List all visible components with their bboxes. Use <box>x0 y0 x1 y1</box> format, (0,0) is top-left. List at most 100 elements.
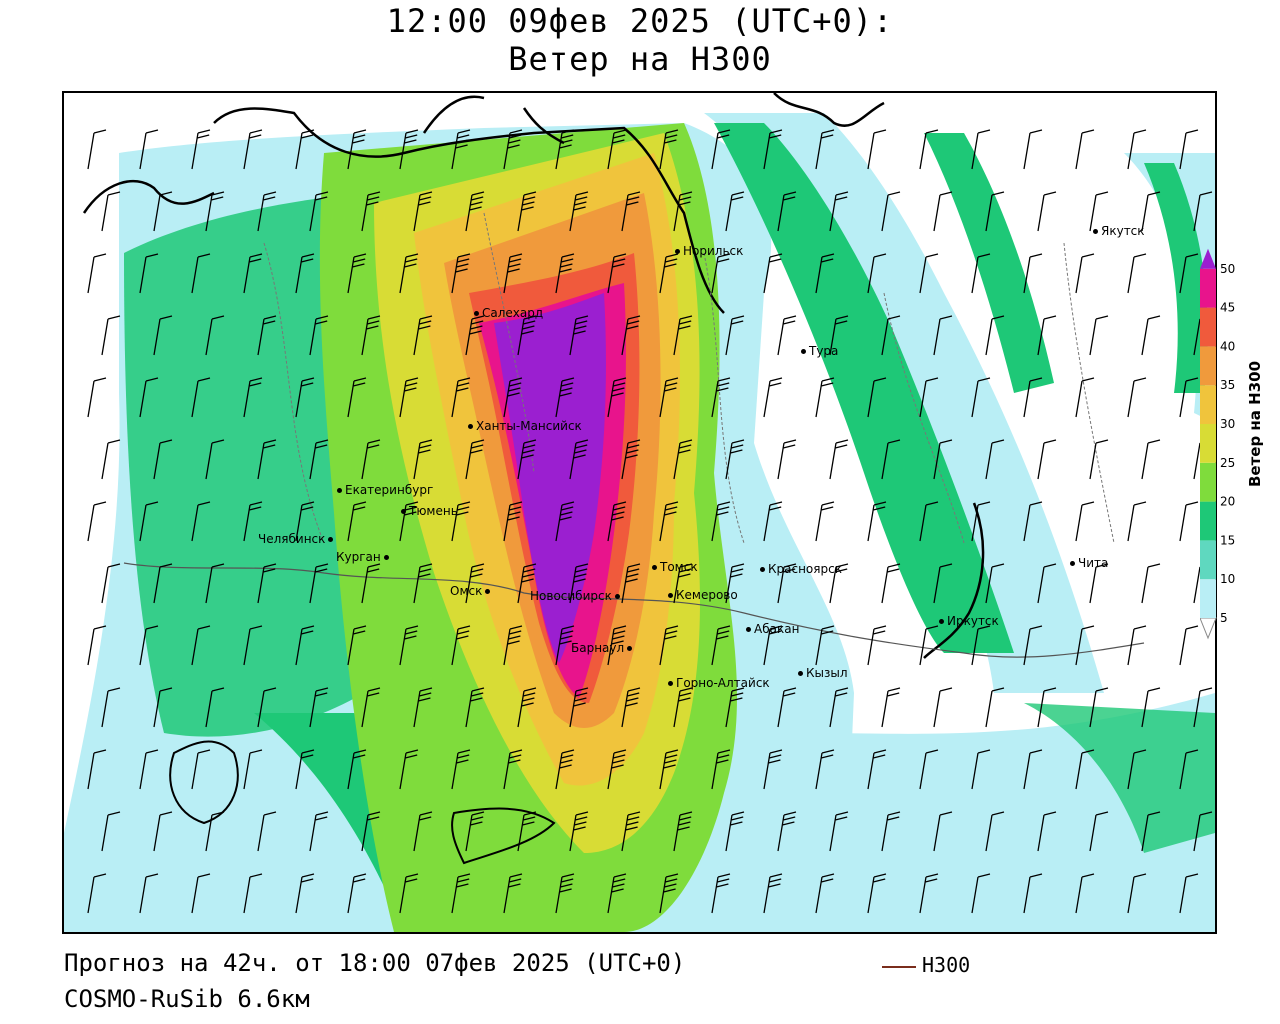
city-marker-icon <box>668 681 673 686</box>
colorbar-swatch <box>1200 268 1216 308</box>
wind-barb-icon <box>1023 377 1043 418</box>
city-norilsk: Норильск <box>675 244 743 258</box>
wind-barb-icon <box>503 625 523 666</box>
wind-barb-icon <box>191 253 211 294</box>
wind-barb-icon <box>87 625 107 666</box>
wind-barb-icon <box>399 253 419 294</box>
wind-barb-icon <box>919 377 939 418</box>
city-label: Абакан <box>754 622 800 636</box>
wind-barb-icon <box>659 501 679 542</box>
city-tyumen: Тюмень <box>401 504 458 518</box>
wind-barb-icon <box>919 253 939 294</box>
wind-barb-icon <box>777 687 797 728</box>
wind-barb-icon <box>87 377 107 418</box>
wind-barb-icon <box>1075 377 1095 418</box>
wind-barb-icon <box>1127 253 1147 294</box>
wind-barb-icon <box>139 749 159 790</box>
wind-barb-icon <box>451 377 471 418</box>
wind-barb-icon <box>763 377 783 418</box>
wind-barb-icon <box>101 563 121 604</box>
wind-barb-icon <box>919 873 939 914</box>
wind-barb-icon <box>503 377 523 418</box>
wind-barb-icon <box>569 563 589 604</box>
city-label: Омск <box>450 584 483 598</box>
wind-barb-icon <box>87 253 107 294</box>
wind-barb-icon <box>191 873 211 914</box>
wind-barb-icon <box>87 501 107 542</box>
wind-barb-icon <box>153 315 173 356</box>
wind-barb-icon <box>1127 501 1147 542</box>
city-omsk: Омск <box>450 584 493 598</box>
wind-barb-icon <box>933 563 953 604</box>
wind-barb-icon <box>725 811 745 852</box>
wind-barb-icon <box>763 253 783 294</box>
city-chelyabinsk: Челябинск <box>258 532 336 546</box>
wind-barb-icon <box>815 129 835 170</box>
wind-barb-icon <box>555 377 575 418</box>
wind-barb-icon <box>867 873 887 914</box>
city-chita: Чита <box>1070 556 1108 570</box>
wind-barb-icon <box>607 377 627 418</box>
city-label: Тура <box>809 344 839 358</box>
wind-barb-icon <box>243 501 263 542</box>
city-kemerovo: Кемерово <box>668 588 738 602</box>
city-marker-icon <box>627 646 633 651</box>
colorbar-scale: 5 10 15 20 25 30 35 40 45 50 Ветер на H300 <box>1199 248 1264 640</box>
wind-barb-icon <box>607 129 627 170</box>
wind-barb-icon <box>413 191 433 232</box>
wind-barb-icon <box>347 749 367 790</box>
wind-barb-icon <box>257 191 277 232</box>
city-marker-icon <box>401 509 406 514</box>
city-marker-icon <box>468 424 473 429</box>
wind-barb-icon <box>985 315 1005 356</box>
wind-barb-icon <box>569 191 589 232</box>
colorbar-swatch <box>1200 346 1216 386</box>
wind-barb-icon <box>607 253 627 294</box>
wind-barb-icon <box>1075 873 1095 914</box>
wind-barb-icon <box>1075 625 1095 666</box>
wind-barb-icon <box>1089 811 1109 852</box>
colorbar-tick-label: 15 <box>1220 533 1235 547</box>
wind-barb-icon <box>1037 439 1057 480</box>
colorbar-tick-label: 35 <box>1220 378 1235 392</box>
wind-barb-icon <box>621 191 641 232</box>
wind-barb-icon <box>517 811 537 852</box>
city-marker-icon <box>668 593 673 598</box>
wind-barb-icon <box>413 315 433 356</box>
wind-barb-icon <box>243 625 263 666</box>
wind-barb-icon <box>919 501 939 542</box>
wind-barb-icon <box>1075 129 1095 170</box>
wind-barb-icon <box>881 315 901 356</box>
wind-barb-icon <box>569 687 589 728</box>
wind-barb-icon <box>1193 687 1213 728</box>
wind-barb-icon <box>1023 129 1043 170</box>
wind-barb-icon <box>621 687 641 728</box>
colorbar-swatch <box>1200 385 1216 424</box>
city-label: Челябинск <box>258 532 326 546</box>
wind-barb-icon <box>347 873 367 914</box>
wind-barb-icon <box>205 439 225 480</box>
wind-barb-icon <box>1023 625 1043 666</box>
wind-barb-icon <box>659 625 679 666</box>
city-label: Кызыл <box>806 666 848 680</box>
wind-barb-icon <box>777 191 797 232</box>
wind-barb-icon <box>451 129 471 170</box>
wind-barb-icon <box>815 377 835 418</box>
wind-barb-icon <box>867 253 887 294</box>
wind-barb-icon <box>763 501 783 542</box>
city-marker-icon <box>328 537 334 542</box>
wind-barb-icon <box>985 811 1005 852</box>
wind-barb-icon <box>607 501 627 542</box>
wind-barb-icon <box>347 377 367 418</box>
wind-barb-icon <box>985 191 1005 232</box>
wind-barb-icon <box>555 873 575 914</box>
colorbar-swatch <box>1200 307 1216 347</box>
wind-barb-icon <box>361 563 381 604</box>
wind-barb-icon <box>413 563 433 604</box>
colorbar-tick-label: 5 <box>1220 611 1228 625</box>
wind-barb-icon <box>309 687 329 728</box>
wind-barb-icon <box>1179 625 1199 666</box>
wind-barb-icon <box>309 439 329 480</box>
wind-barb-icon <box>621 439 641 480</box>
wind-barb-icon <box>1179 129 1199 170</box>
